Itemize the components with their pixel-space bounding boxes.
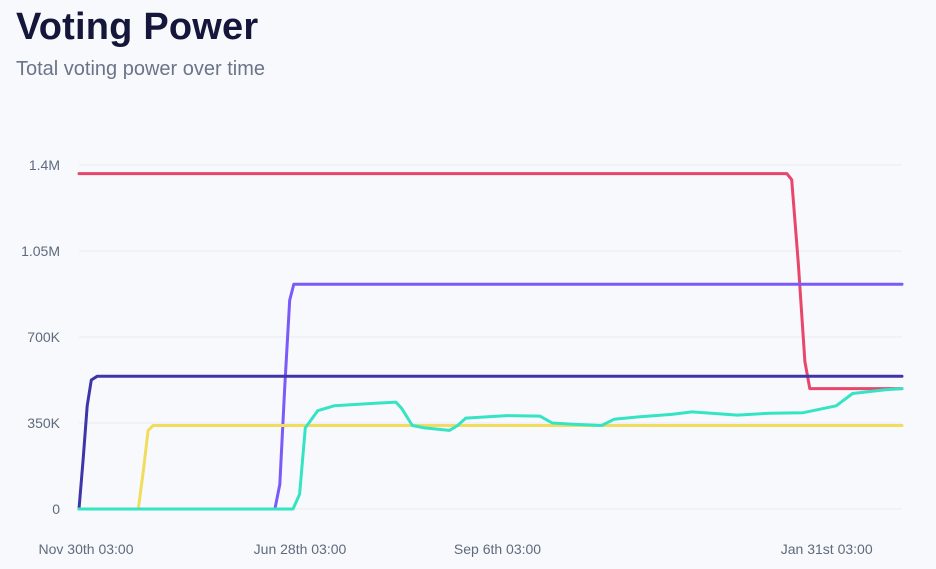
y-tick-label: 700K	[27, 329, 60, 345]
series-lines	[77, 172, 904, 511]
y-axis-labels: 0 350K 700K 1.05M 1.4M	[21, 157, 61, 517]
y-tick-label: 0	[52, 501, 60, 517]
chart-subtitle: Total voting power over time	[16, 58, 266, 80]
series-line-5	[77, 387, 904, 511]
y-tick-label: 350K	[27, 415, 60, 431]
x-tick-label: Nov 30th 03:00	[39, 541, 134, 557]
chart-title: Voting Power	[16, 6, 259, 48]
x-axis-labels: Nov 30th 03:00 Jun 28th 03:00 Sep 6th 03:0…	[39, 541, 873, 557]
x-tick-label: Jan 31st 03:00	[781, 541, 873, 557]
x-tick-label: Jun 28th 03:00	[254, 541, 347, 557]
y-tick-label: 1.05M	[21, 243, 60, 259]
series-line-4	[77, 424, 904, 511]
y-tick-label: 1.4M	[29, 157, 60, 173]
x-tick-label: Sep 6th 03:00	[454, 541, 541, 557]
series-line-2	[77, 282, 904, 511]
grid-lines	[79, 164, 902, 510]
series-line-3	[77, 374, 904, 511]
series-line-1	[77, 172, 904, 391]
